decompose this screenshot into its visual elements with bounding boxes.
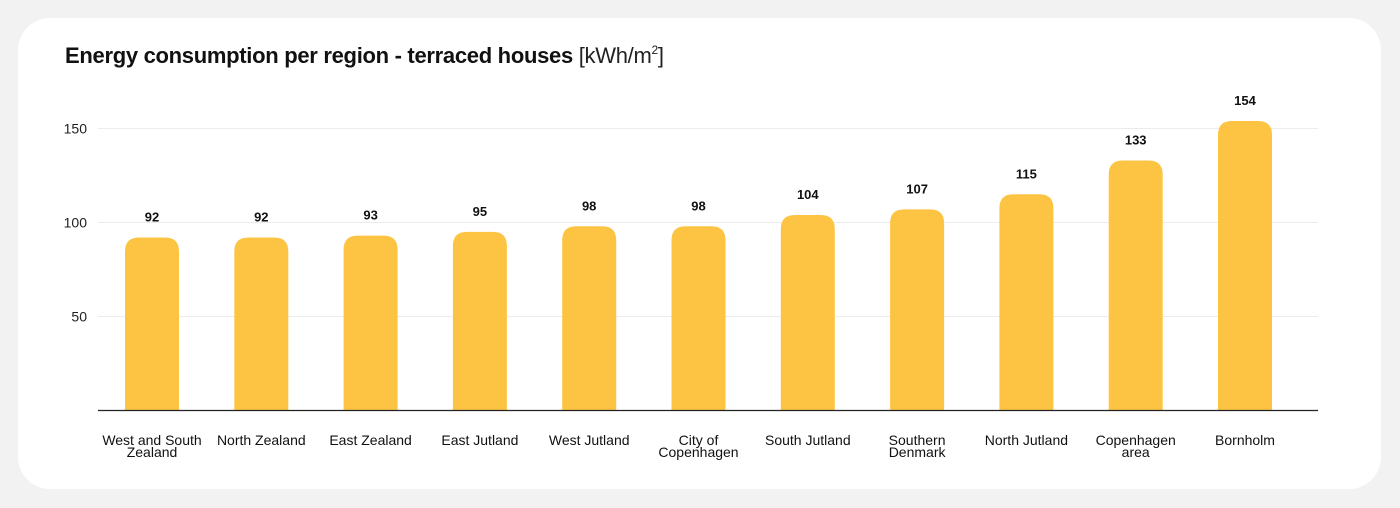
value-labels: 92 92 93 95 98 98 104 107 115 133 154: [145, 93, 1257, 225]
bar-value-label: 92: [145, 210, 159, 225]
bars: [125, 120, 1272, 411]
category-label: East Jutland: [441, 432, 518, 448]
bar: [780, 214, 835, 411]
bar: [671, 226, 726, 411]
y-tick-label: 50: [71, 309, 87, 325]
bar: [452, 231, 507, 411]
bar: [562, 226, 617, 411]
category-label: Southern Denmark: [889, 432, 947, 460]
category-label: East Zealand: [329, 432, 412, 448]
bar: [343, 235, 398, 411]
chart-title-main: Energy consumption per region - terraced…: [65, 43, 573, 68]
bar-value-label: 98: [582, 198, 596, 213]
unit-superscript: 2: [651, 43, 658, 57]
category-label: West Jutland: [549, 432, 630, 448]
unit-suffix: ]: [657, 43, 664, 68]
bar-value-label: 98: [691, 198, 705, 213]
bar: [125, 237, 179, 411]
bar: [1218, 120, 1272, 411]
chart-title: Energy consumption per region - terraced…: [65, 40, 664, 72]
y-tick-label: 150: [64, 121, 88, 137]
bar-value-label: 93: [363, 208, 377, 223]
bar-value-label: 133: [1125, 132, 1147, 147]
bar: [999, 194, 1054, 411]
y-axis-ticks: 50 100 150: [64, 121, 88, 325]
y-tick-label: 100: [64, 215, 88, 231]
chart-title-unit: [kWh/m2]: [579, 43, 664, 68]
bar: [890, 209, 945, 411]
category-label: West and South Zealand: [102, 432, 201, 460]
category-label: North Jutland: [985, 432, 1068, 448]
bar-value-label: 104: [797, 187, 819, 202]
category-label: Bornholm: [1215, 432, 1275, 448]
bar-value-label: 95: [473, 204, 487, 219]
category-label: City of Copenhagen: [658, 432, 738, 460]
category-label: Copenhagen area: [1096, 432, 1176, 460]
category-label: North Zealand: [217, 432, 306, 448]
category-labels: West and South Zealand North Zealand East Z…: [102, 432, 1275, 460]
unit-prefix: [kWh/m: [578, 43, 652, 68]
bar: [234, 237, 289, 411]
bar-value-label: 154: [1234, 93, 1256, 108]
bar-value-label: 92: [254, 210, 268, 225]
bar: [1108, 160, 1163, 411]
bar-value-label: 115: [1016, 166, 1037, 181]
bar-value-label: 107: [906, 181, 928, 196]
category-label: South Jutland: [765, 432, 851, 448]
